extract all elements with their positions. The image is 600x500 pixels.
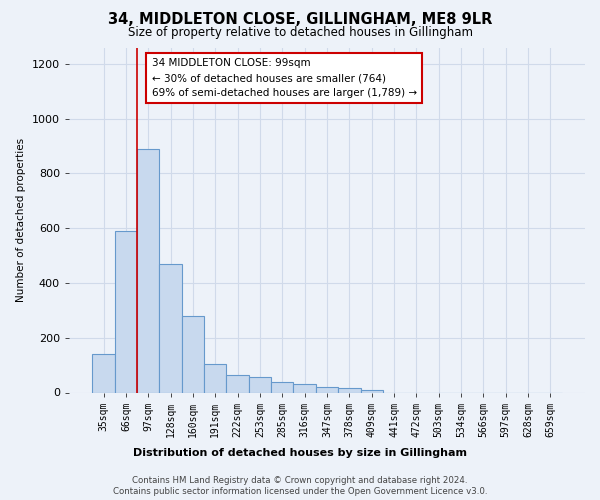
Bar — [92, 354, 115, 393]
Bar — [226, 374, 249, 392]
Text: Contains HM Land Registry data © Crown copyright and database right 2024.: Contains HM Land Registry data © Crown c… — [132, 476, 468, 485]
Bar — [316, 387, 338, 392]
Bar — [137, 149, 160, 392]
Text: Contains public sector information licensed under the Open Government Licence v3: Contains public sector information licen… — [113, 486, 487, 496]
Bar — [338, 388, 361, 392]
Text: 34 MIDDLETON CLOSE: 99sqm
← 30% of detached houses are smaller (764)
69% of semi: 34 MIDDLETON CLOSE: 99sqm ← 30% of detac… — [152, 58, 417, 98]
Y-axis label: Number of detached properties: Number of detached properties — [16, 138, 26, 302]
Text: Size of property relative to detached houses in Gillingham: Size of property relative to detached ho… — [128, 26, 473, 39]
Bar — [160, 264, 182, 392]
Text: Distribution of detached houses by size in Gillingham: Distribution of detached houses by size … — [133, 448, 467, 458]
Bar — [249, 378, 271, 392]
Bar — [293, 384, 316, 392]
Text: 34, MIDDLETON CLOSE, GILLINGHAM, ME8 9LR: 34, MIDDLETON CLOSE, GILLINGHAM, ME8 9LR — [108, 12, 492, 28]
Bar — [204, 364, 226, 392]
Bar — [361, 390, 383, 392]
Bar — [115, 231, 137, 392]
Bar — [271, 382, 293, 392]
Bar — [182, 316, 204, 392]
